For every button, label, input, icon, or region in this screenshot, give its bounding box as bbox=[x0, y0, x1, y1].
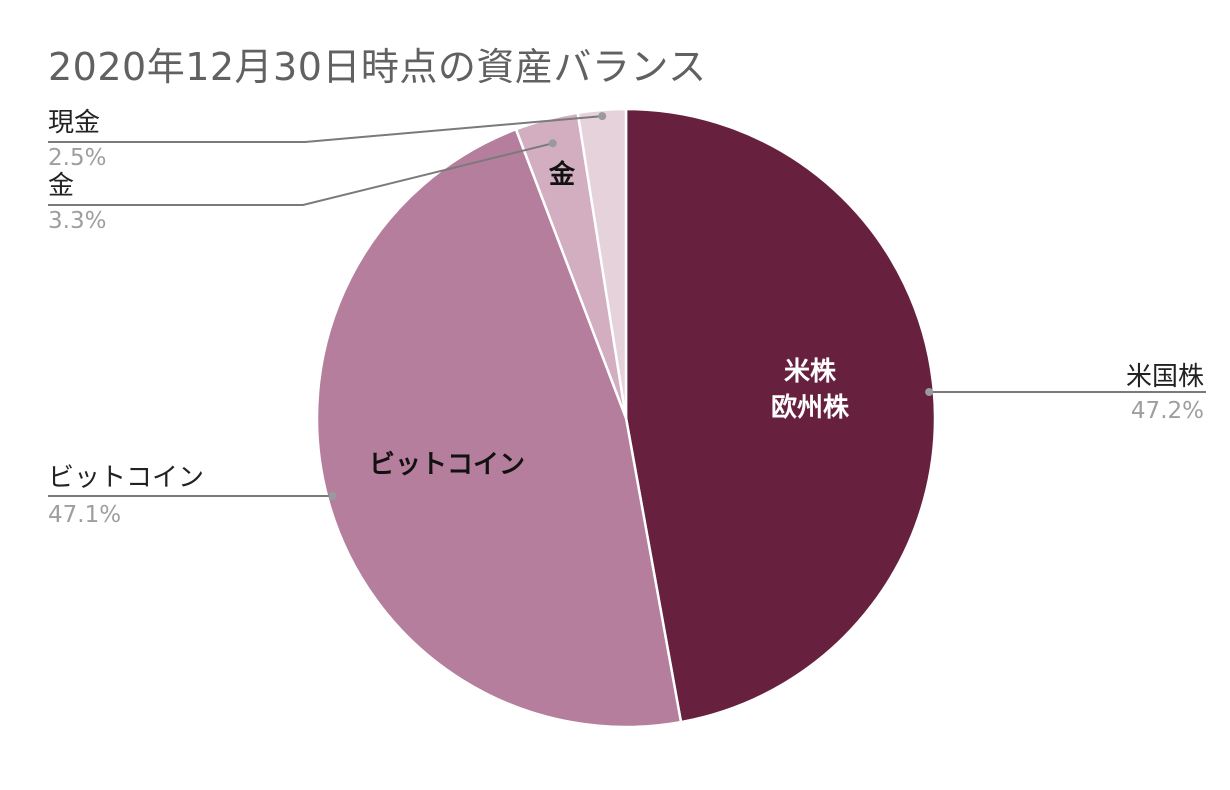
legend-name-3: 現金 bbox=[48, 108, 100, 138]
legend-value-1: 47.1% bbox=[48, 502, 121, 528]
legend-name-1: ビットコイン bbox=[48, 463, 204, 493]
pie-slice-3 bbox=[576, 107, 628, 420]
pie-slice-0 bbox=[624, 107, 937, 724]
legend-name-2: 金 bbox=[48, 171, 74, 201]
pie-slice-1 bbox=[315, 128, 683, 729]
leader-line-3 bbox=[48, 115, 603, 143]
leader-dot-2 bbox=[548, 139, 557, 148]
leader-dot-3 bbox=[598, 112, 607, 121]
legend-name-0: 米国株 bbox=[1126, 362, 1204, 392]
legend-value-2: 3.3% bbox=[48, 208, 106, 234]
slice-label-2-0: 金 bbox=[548, 159, 576, 190]
leader-dot-0 bbox=[925, 388, 934, 396]
legend-value-3: 2.5% bbox=[48, 145, 106, 171]
leader-dot-1 bbox=[328, 492, 337, 500]
slice-label-1-0: ビットコイン bbox=[369, 450, 525, 480]
chart-title: 2020年12月30日時点の資産バランス bbox=[48, 45, 707, 89]
leader-line-2 bbox=[48, 142, 554, 206]
slice-label-0-0: 米株 bbox=[784, 357, 837, 387]
slice-label-0-1: 欧州株 bbox=[771, 392, 850, 423]
legend-value-0: 47.2% bbox=[1131, 398, 1204, 424]
